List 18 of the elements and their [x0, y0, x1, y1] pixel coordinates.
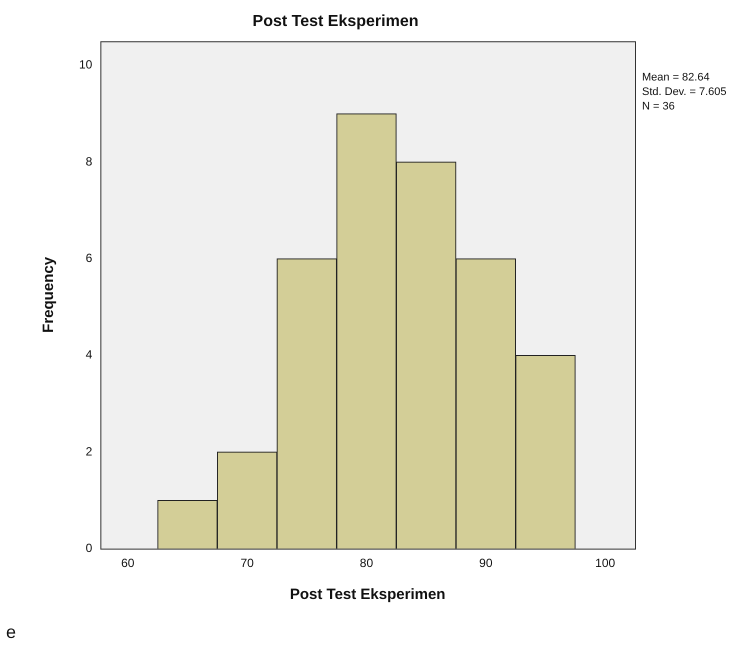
x-tick-label: 80: [360, 556, 374, 570]
y-tick-label: 6: [86, 250, 93, 265]
x-tick-label: 60: [121, 556, 135, 570]
text: N = 36: [642, 100, 675, 113]
y-tick-label: 0: [86, 540, 93, 555]
x-tick-label: 90: [479, 556, 493, 570]
text: Std. Dev. = 7.605: [642, 86, 726, 98]
x-tick-label: 70: [240, 556, 254, 570]
text: Mean = 82.64: [642, 72, 710, 84]
y-tick-label: 8: [86, 154, 93, 168]
chart-title: Post Test Eksperimen: [252, 13, 418, 30]
x-tick-label: 100: [595, 556, 616, 570]
y-tick-label: 4: [86, 348, 93, 362]
x-axis-title: Post Test Eksperimen: [290, 586, 446, 604]
text: e: [6, 622, 16, 642]
y-tick-label: 10: [78, 58, 93, 72]
y-axis-title: Frequency: [40, 256, 58, 333]
y-tick-label: 2: [86, 444, 93, 458]
